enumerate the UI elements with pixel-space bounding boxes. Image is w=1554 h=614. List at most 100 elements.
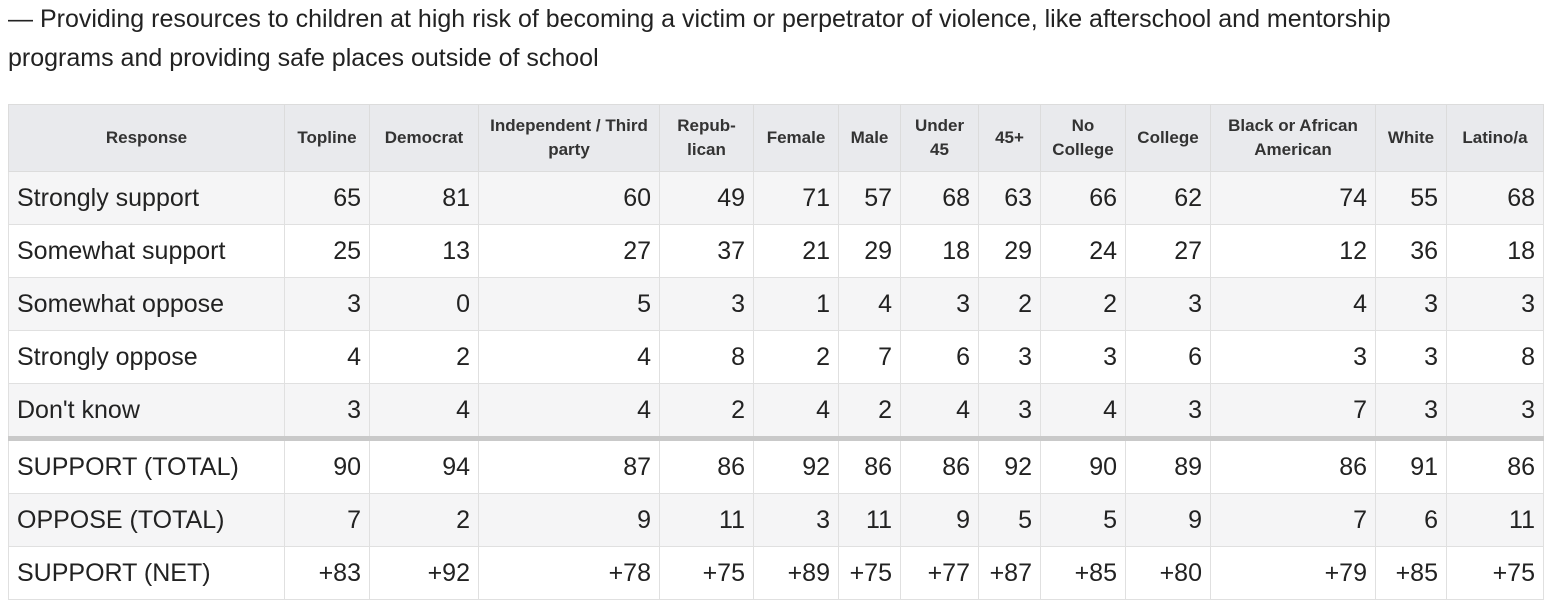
cell-value: 3: [1446, 277, 1544, 331]
cell-value: 18: [900, 224, 979, 278]
cell-value: 89: [1125, 436, 1211, 494]
cell-value: 3: [1375, 330, 1447, 384]
summary-row: SUPPORT (NET) +83 +92 +78 +75 +89 +75 +77 +87 +85…: [8, 546, 1544, 600]
intro-text: — Providing resources to children at hig…: [8, 5, 1391, 72]
cell-value: 5: [478, 277, 660, 331]
cell-value: 13: [369, 224, 479, 278]
row-label: Somewhat oppose: [8, 277, 285, 331]
cell-value: 4: [478, 383, 660, 439]
cell-value: 27: [1125, 224, 1211, 278]
cell-value: 3: [1040, 330, 1126, 384]
column-header: Response: [8, 104, 285, 172]
cell-value: +78: [478, 546, 660, 600]
column-header: Female: [753, 104, 839, 172]
cell-value: 1: [753, 277, 839, 331]
cell-value: 12: [1210, 224, 1376, 278]
column-header: Under 45: [900, 104, 979, 172]
row-label: SUPPORT (NET): [8, 546, 285, 600]
cell-value: 4: [1040, 383, 1126, 439]
cell-value: +89: [753, 546, 839, 600]
cell-value: +75: [1446, 546, 1544, 600]
cell-value: 18: [1446, 224, 1544, 278]
cell-value: 2: [838, 383, 901, 439]
cell-value: 74: [1210, 171, 1376, 225]
column-header: Democrat: [369, 104, 479, 172]
cell-value: 57: [838, 171, 901, 225]
cell-value: 6: [1375, 493, 1447, 547]
cell-value: 8: [1446, 330, 1544, 384]
column-header: White: [1375, 104, 1447, 172]
cell-value: 87: [478, 436, 660, 494]
header-row: Response Topline Democrat Independent / Thi…: [8, 104, 1544, 172]
cell-value: +83: [284, 546, 370, 600]
cell-value: 92: [978, 436, 1041, 494]
cell-value: 4: [369, 383, 479, 439]
cell-value: +85: [1375, 546, 1447, 600]
column-header: Latino/a: [1446, 104, 1544, 172]
cell-value: 9: [478, 493, 660, 547]
cell-value: 86: [1210, 436, 1376, 494]
column-header: No College: [1040, 104, 1126, 172]
cell-value: 25: [284, 224, 370, 278]
cell-value: 2: [369, 330, 479, 384]
cell-value: 27: [478, 224, 660, 278]
cell-value: 94: [369, 436, 479, 494]
cell-value: +75: [659, 546, 754, 600]
cell-value: 3: [978, 383, 1041, 439]
cell-value: 3: [284, 383, 370, 439]
cell-value: 7: [838, 330, 901, 384]
cell-value: 6: [900, 330, 979, 384]
cell-value: 3: [284, 277, 370, 331]
cell-value: 24: [1040, 224, 1126, 278]
cell-value: 68: [900, 171, 979, 225]
cell-value: 9: [900, 493, 979, 547]
cell-value: 0: [369, 277, 479, 331]
cell-value: 86: [659, 436, 754, 494]
cell-value: 4: [753, 383, 839, 439]
cell-value: 9: [1125, 493, 1211, 547]
cell-value: 3: [753, 493, 839, 547]
cell-value: 4: [284, 330, 370, 384]
cell-value: 90: [284, 436, 370, 494]
cell-value: 2: [978, 277, 1041, 331]
cell-value: 86: [1446, 436, 1544, 494]
cell-value: 62: [1125, 171, 1211, 225]
row-label: Strongly oppose: [8, 330, 285, 384]
data-row: Don't know 3 4 4 2 4 2 4 3 4 3 7 3 3: [8, 383, 1544, 439]
data-row: Strongly oppose 4 2 4 8 2 7 6 3 3 6 3 3 8: [8, 330, 1544, 384]
row-label: OPPOSE (TOTAL): [8, 493, 285, 547]
column-header: Independent / Third party: [478, 104, 660, 172]
cell-value: +92: [369, 546, 479, 600]
cell-value: 11: [1446, 493, 1544, 547]
cell-value: 92: [753, 436, 839, 494]
cell-value: +80: [1125, 546, 1211, 600]
row-label: SUPPORT (TOTAL): [8, 436, 285, 494]
cell-value: 81: [369, 171, 479, 225]
cell-value: 3: [900, 277, 979, 331]
data-row: Strongly support 65 81 60 49 71 57 68 63 66 62 74 55…: [8, 171, 1544, 225]
column-header: Topline: [284, 104, 370, 172]
cell-value: 65: [284, 171, 370, 225]
cell-value: 3: [1375, 277, 1447, 331]
cell-value: 4: [900, 383, 979, 439]
cell-value: 86: [900, 436, 979, 494]
column-header: Repub-lican: [659, 104, 754, 172]
row-label: Somewhat support: [8, 224, 285, 278]
cell-value: +87: [978, 546, 1041, 600]
cell-value: +77: [900, 546, 979, 600]
cell-value: 4: [1210, 277, 1376, 331]
cell-value: 6: [1125, 330, 1211, 384]
cell-value: 3: [978, 330, 1041, 384]
cell-value: 2: [1040, 277, 1126, 331]
row-label: Strongly support: [8, 171, 285, 225]
cell-value: 86: [838, 436, 901, 494]
data-row: Somewhat oppose 3 0 5 3 1 4 3 2 2 3 4 3 3: [8, 277, 1544, 331]
cell-value: 5: [1040, 493, 1126, 547]
cell-value: 8: [659, 330, 754, 384]
cell-value: 4: [838, 277, 901, 331]
cell-value: 49: [659, 171, 754, 225]
cell-value: 55: [1375, 171, 1447, 225]
cell-value: 37: [659, 224, 754, 278]
